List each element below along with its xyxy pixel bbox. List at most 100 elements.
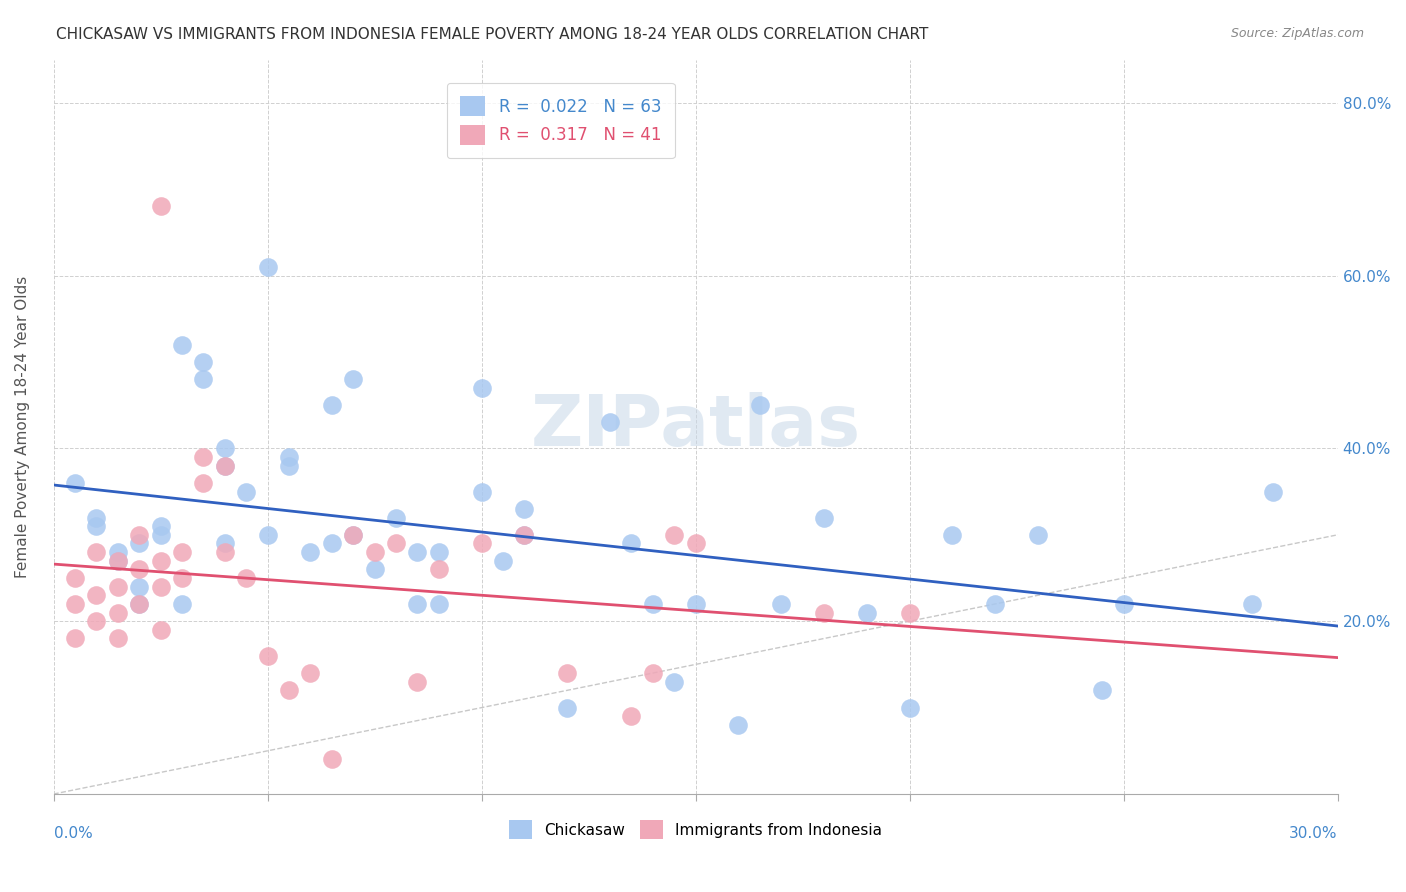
Point	[149, 554, 172, 568]
Point	[193, 355, 215, 369]
Point	[107, 606, 129, 620]
Point	[256, 648, 278, 663]
Point	[107, 580, 129, 594]
Point	[641, 597, 664, 611]
Point	[214, 458, 236, 473]
Text: 0.0%: 0.0%	[53, 826, 93, 841]
Point	[63, 571, 86, 585]
Point	[256, 528, 278, 542]
Legend: Chickasaw, Immigrants from Indonesia: Chickasaw, Immigrants from Indonesia	[503, 814, 889, 845]
Text: Source: ZipAtlas.com: Source: ZipAtlas.com	[1230, 27, 1364, 40]
Point	[342, 372, 364, 386]
Point	[941, 528, 963, 542]
Point	[385, 510, 408, 524]
Point	[1263, 484, 1285, 499]
Point	[149, 519, 172, 533]
Point	[256, 260, 278, 274]
Point	[128, 597, 150, 611]
Text: CHICKASAW VS IMMIGRANTS FROM INDONESIA FEMALE POVERTY AMONG 18-24 YEAR OLDS CORR: CHICKASAW VS IMMIGRANTS FROM INDONESIA F…	[56, 27, 928, 42]
Point	[620, 536, 643, 550]
Point	[471, 536, 494, 550]
Point	[342, 528, 364, 542]
Point	[1240, 597, 1263, 611]
Text: ZIPatlas: ZIPatlas	[530, 392, 860, 461]
Point	[278, 683, 301, 698]
Point	[748, 398, 770, 412]
Point	[856, 606, 879, 620]
Point	[235, 484, 257, 499]
Point	[471, 484, 494, 499]
Point	[128, 562, 150, 576]
Point	[406, 545, 429, 559]
Point	[63, 632, 86, 646]
Point	[149, 580, 172, 594]
Point	[813, 606, 835, 620]
Point	[128, 580, 150, 594]
Point	[214, 536, 236, 550]
Point	[170, 337, 193, 351]
Point	[555, 666, 578, 681]
Point	[107, 554, 129, 568]
Point	[620, 709, 643, 723]
Point	[86, 510, 108, 524]
Point	[363, 562, 385, 576]
Y-axis label: Female Poverty Among 18-24 Year Olds: Female Poverty Among 18-24 Year Olds	[15, 276, 30, 578]
Point	[342, 528, 364, 542]
Point	[898, 700, 921, 714]
Text: 30.0%: 30.0%	[1289, 826, 1337, 841]
Point	[170, 571, 193, 585]
Point	[149, 528, 172, 542]
Point	[299, 666, 322, 681]
Point	[513, 528, 536, 542]
Point	[193, 475, 215, 490]
Point	[86, 588, 108, 602]
Point	[170, 597, 193, 611]
Point	[385, 536, 408, 550]
Point	[299, 545, 322, 559]
Point	[214, 458, 236, 473]
Point	[107, 554, 129, 568]
Point	[86, 519, 108, 533]
Point	[406, 597, 429, 611]
Point	[427, 562, 450, 576]
Point	[599, 416, 621, 430]
Point	[984, 597, 1007, 611]
Point	[149, 623, 172, 637]
Point	[427, 545, 450, 559]
Point	[685, 536, 707, 550]
Point	[898, 606, 921, 620]
Point	[214, 545, 236, 559]
Point	[149, 199, 172, 213]
Point	[321, 536, 343, 550]
Point	[664, 528, 686, 542]
Point	[363, 545, 385, 559]
Point	[641, 666, 664, 681]
Point	[193, 372, 215, 386]
Point	[86, 545, 108, 559]
Point	[685, 597, 707, 611]
Point	[321, 398, 343, 412]
Point	[406, 674, 429, 689]
Point	[193, 450, 215, 464]
Point	[1112, 597, 1135, 611]
Point	[1026, 528, 1049, 542]
Point	[235, 571, 257, 585]
Point	[770, 597, 793, 611]
Point	[107, 632, 129, 646]
Point	[128, 528, 150, 542]
Point	[63, 597, 86, 611]
Point	[727, 718, 749, 732]
Point	[128, 597, 150, 611]
Point	[214, 442, 236, 456]
Point	[471, 381, 494, 395]
Point	[170, 545, 193, 559]
Point	[321, 752, 343, 766]
Point	[86, 614, 108, 628]
Point	[427, 597, 450, 611]
Point	[278, 450, 301, 464]
Point	[513, 502, 536, 516]
Point	[555, 700, 578, 714]
Point	[128, 536, 150, 550]
Point	[1091, 683, 1114, 698]
Point	[63, 475, 86, 490]
